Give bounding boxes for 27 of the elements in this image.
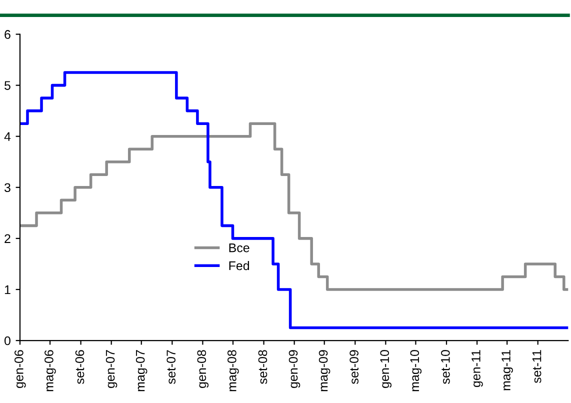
x-tick-label: mag-08 <box>227 350 239 392</box>
x-tick-label: set-08 <box>258 350 268 384</box>
y-tick-label: 6 <box>4 30 10 39</box>
y-tick-label: 1 <box>4 285 10 294</box>
y-tick-label: 2 <box>4 234 10 243</box>
x-tick-label: set-09 <box>350 350 358 384</box>
x-tick-label: gen-07 <box>106 350 118 388</box>
x-tick-label: set-11 <box>532 350 542 384</box>
x-tick-label: mag-07 <box>136 350 148 392</box>
x-tick-label: gen-11 <box>472 350 483 388</box>
y-tick-label: 0 <box>4 336 10 346</box>
y-tick-label: 4 <box>4 132 11 141</box>
x-tick-label: gen-09 <box>288 350 300 388</box>
legend-label: Fed <box>229 260 250 270</box>
legend-label: Bce <box>229 244 250 252</box>
x-tick-label: mag-10 <box>410 350 422 392</box>
x-tick-label: gen-10 <box>380 350 392 388</box>
x-tick-label: set-10 <box>441 350 450 384</box>
x-tick-label: gen-08 <box>197 350 209 388</box>
y-tick-label: 3 <box>4 183 10 192</box>
x-tick-label: mag-09 <box>318 350 330 392</box>
y-tick-label: 5 <box>4 81 10 90</box>
x-tick-label: mag-11 <box>502 350 513 390</box>
x-tick-label: gen-06 <box>14 350 26 388</box>
x-tick-label: mag-06 <box>44 350 56 392</box>
x-tick-label: set-07 <box>166 350 176 384</box>
x-tick-label: set-06 <box>75 350 84 384</box>
